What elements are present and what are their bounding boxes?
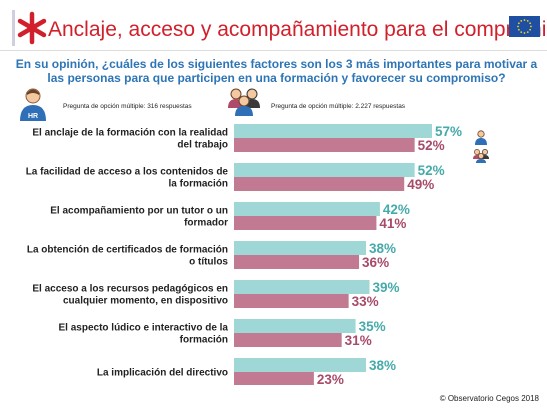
employee-bar-1 xyxy=(234,138,415,152)
category-label-3-line-2: formador xyxy=(184,218,228,229)
hr-bar-1 xyxy=(234,124,432,138)
employee-value-label-6: 31% xyxy=(345,333,372,348)
category-label-6-line-2: formación xyxy=(180,335,228,346)
bar-chart: El anclaje de la formación con la realid… xyxy=(26,124,462,385)
hr-legend-icon xyxy=(475,130,487,145)
hr-value-label-4: 38% xyxy=(369,241,396,256)
employee-value-label-1: 52% xyxy=(418,138,445,153)
hr-bar-5 xyxy=(234,280,370,294)
employee-bar-5 xyxy=(234,294,349,308)
hr-badge: HR xyxy=(28,113,38,120)
employee-value-label-3: 41% xyxy=(379,216,406,231)
category-label-2-line-1: La facilidad de acceso a los contenidos … xyxy=(26,167,229,178)
hr-value-label-6: 35% xyxy=(359,319,386,334)
eu-flag-icon xyxy=(509,16,540,37)
category-label-6-line-1: El aspecto lúdico e interactivo de la xyxy=(59,323,229,334)
category-label-3-line-1: El acompañamiento por un tutor o un xyxy=(50,206,228,217)
employee-value-label-7: 23% xyxy=(317,372,344,385)
hr-bar-2 xyxy=(234,163,415,177)
page-title: Anclaje, acceso y acompañamiento para el… xyxy=(48,18,547,41)
employee-bar-4 xyxy=(234,255,360,269)
employee-bar-2 xyxy=(234,177,405,191)
employee-value-label-4: 36% xyxy=(362,255,389,270)
hr-value-label-7: 38% xyxy=(369,358,396,373)
category-label-1-line-2: del trabajo xyxy=(177,140,228,151)
category-label-5-line-1: El acceso a los recursos pedagógicos en xyxy=(32,284,228,295)
hr-value-label-5: 39% xyxy=(372,280,399,295)
hr-value-label-2: 52% xyxy=(418,163,445,178)
category-label-7-line-1: La implicación del directivo xyxy=(97,368,228,379)
category-label-4-line-1: La obtención de certificados de formació… xyxy=(27,245,228,256)
employee-bar-3 xyxy=(234,216,377,230)
employee-bar-7 xyxy=(234,372,314,385)
employees-legend-icon xyxy=(473,149,489,163)
category-label-2-line-2: la formación xyxy=(169,179,228,190)
category-label-1-line-1: El anclaje de la formación con la realid… xyxy=(32,128,228,139)
employee-value-label-5: 33% xyxy=(352,294,379,309)
hr-bar-3 xyxy=(234,202,380,216)
category-label-5-line-2: cualquier momento, en dispositivo xyxy=(63,296,228,307)
hr-value-label-1: 57% xyxy=(435,124,462,139)
employee-bar-6 xyxy=(234,333,342,347)
hr-bar-7 xyxy=(234,358,366,372)
title-divider xyxy=(0,50,547,51)
hr-respondents-text: Pregunta de opción múltiple: 316 respues… xyxy=(63,103,192,110)
employees-respondents-text: Pregunta de opción múltiple: 2.227 respu… xyxy=(271,103,406,110)
survey-question: En su opinión, ¿cuáles de los siguientes… xyxy=(15,57,538,85)
hr-bar-4 xyxy=(234,241,366,255)
copyright: © Observatorio Cegos 2018 xyxy=(439,394,539,403)
employee-value-label-2: 49% xyxy=(407,177,434,192)
asterisk-logo-icon xyxy=(12,10,47,46)
category-label-4-line-2: o títulos xyxy=(189,257,228,268)
employees-group-icon xyxy=(228,88,260,116)
title-bar: Anclaje, acceso y acompañamiento para el… xyxy=(0,0,547,52)
hr-person-icon: HR xyxy=(20,88,46,121)
hr-bar-6 xyxy=(234,319,356,333)
hr-value-label-3: 42% xyxy=(383,202,410,217)
